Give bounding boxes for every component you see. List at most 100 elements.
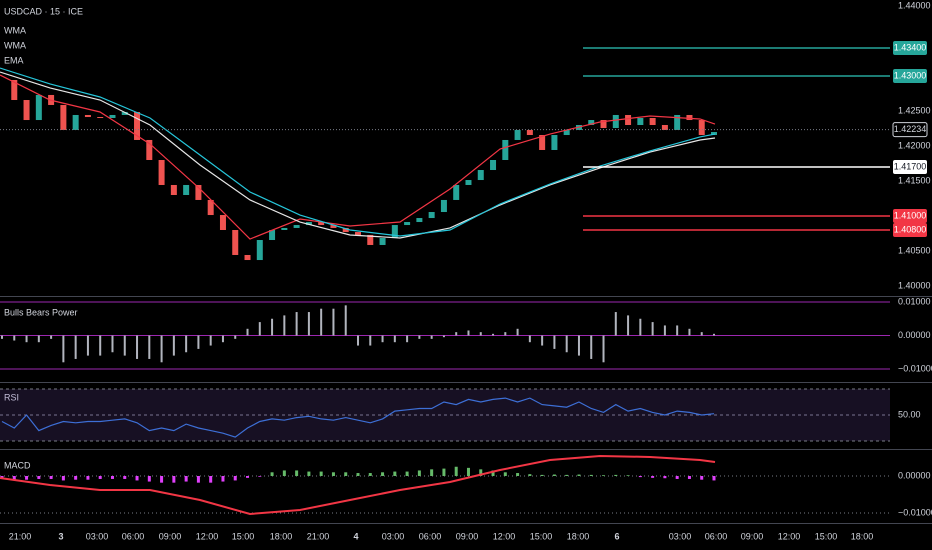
candle [428, 212, 435, 219]
candle [355, 232, 361, 235]
macd-histogram [466, 467, 470, 476]
moving-average [0, 67, 716, 237]
power-bar [320, 308, 323, 336]
power-bar [221, 335, 224, 343]
candle [600, 120, 607, 129]
pane-title: RSI [4, 392, 19, 402]
power-bar [713, 333, 715, 336]
power-bar [258, 322, 261, 336]
macd-histogram [0, 476, 4, 478]
candle [11, 79, 18, 101]
macd-histogram [98, 476, 102, 479]
x-tick-label: 21:00 [307, 531, 330, 541]
macd-histogram [295, 470, 299, 476]
price-level-box [893, 69, 927, 83]
power-bar [50, 335, 53, 339]
macd-histogram [270, 472, 274, 476]
macd-histogram [196, 476, 200, 483]
power-bar [136, 335, 139, 359]
power-bar [307, 312, 310, 336]
y-tick-label: −0.01000 [898, 507, 932, 517]
x-tick-label: 09:00 [456, 531, 479, 541]
candle [661, 125, 668, 130]
power-bar [541, 335, 544, 346]
price-level-label: 1.41000 [894, 210, 927, 220]
price-level-box [893, 160, 927, 174]
price-level-box [893, 41, 927, 55]
power-bar [37, 335, 40, 343]
candle [551, 135, 558, 150]
candle [698, 120, 705, 136]
candle [219, 215, 226, 230]
macd-histogram [356, 473, 360, 476]
power-bar [160, 335, 163, 363]
indicator-legend: WMA [4, 25, 26, 35]
pane-title: Bulls Bears Power [4, 307, 78, 317]
candle [305, 222, 312, 226]
macd-histogram [528, 474, 532, 476]
power-bar [467, 330, 470, 336]
macd-histogram [37, 476, 41, 479]
macd-histogram [25, 476, 29, 480]
macd-histogram [86, 476, 90, 480]
power-bar [234, 335, 237, 339]
candle [465, 180, 472, 185]
moving-average [0, 71, 716, 239]
power-bar [283, 315, 286, 336]
power-bar [62, 335, 65, 363]
power-bar [553, 335, 556, 349]
candle [72, 114, 79, 130]
candle [134, 111, 141, 140]
power-bar [577, 335, 580, 356]
macd-histogram [368, 473, 372, 476]
macd-histogram [74, 476, 78, 480]
candle [146, 139, 153, 160]
x-tick-label: 06:00 [419, 531, 442, 541]
power-bar [688, 328, 691, 336]
symbol-title: USDCAD · 15 · ICE [4, 6, 83, 16]
candle [84, 114, 91, 118]
macd-histogram [393, 471, 397, 476]
power-bar [455, 332, 458, 336]
moving-average [0, 74, 716, 240]
x-tick-label: 12:00 [778, 531, 801, 541]
power-bar [197, 335, 200, 349]
power-bar [639, 318, 642, 336]
macd-histogram [651, 476, 655, 478]
x-tick-label: 15:00 [232, 531, 255, 541]
candle [35, 94, 42, 121]
candle [526, 129, 533, 136]
macd-histogram [614, 474, 618, 476]
candle [158, 160, 165, 185]
x-tick-label: 3 [58, 531, 63, 541]
indicator-legend: EMA [4, 55, 24, 65]
macd-histogram [246, 476, 250, 478]
power-bar [74, 335, 77, 359]
power-bar [271, 318, 274, 336]
x-tick-label: 6 [614, 531, 619, 541]
macd-histogram [687, 476, 691, 479]
macd-histogram [454, 466, 458, 476]
macd-histogram [712, 476, 716, 481]
macd-histogram [430, 469, 434, 476]
power-bar [627, 315, 630, 336]
macd-histogram [577, 474, 581, 476]
candle [416, 218, 423, 223]
macd-histogram [184, 476, 188, 482]
power-bar [172, 335, 175, 356]
macd-histogram [565, 474, 569, 476]
macd-histogram [147, 476, 151, 482]
y-tick-label: 0.00000 [898, 330, 931, 340]
candle [269, 230, 276, 241]
macd-histogram [491, 470, 495, 476]
x-tick-label: 18:00 [567, 531, 590, 541]
candle [440, 199, 447, 213]
power-bar [246, 328, 249, 336]
price-level-box [893, 209, 927, 223]
x-tick-label: 03:00 [669, 531, 692, 541]
x-tick-label: 09:00 [159, 531, 182, 541]
macd-histogram [675, 476, 679, 479]
candle [293, 225, 300, 228]
candle [256, 240, 263, 261]
